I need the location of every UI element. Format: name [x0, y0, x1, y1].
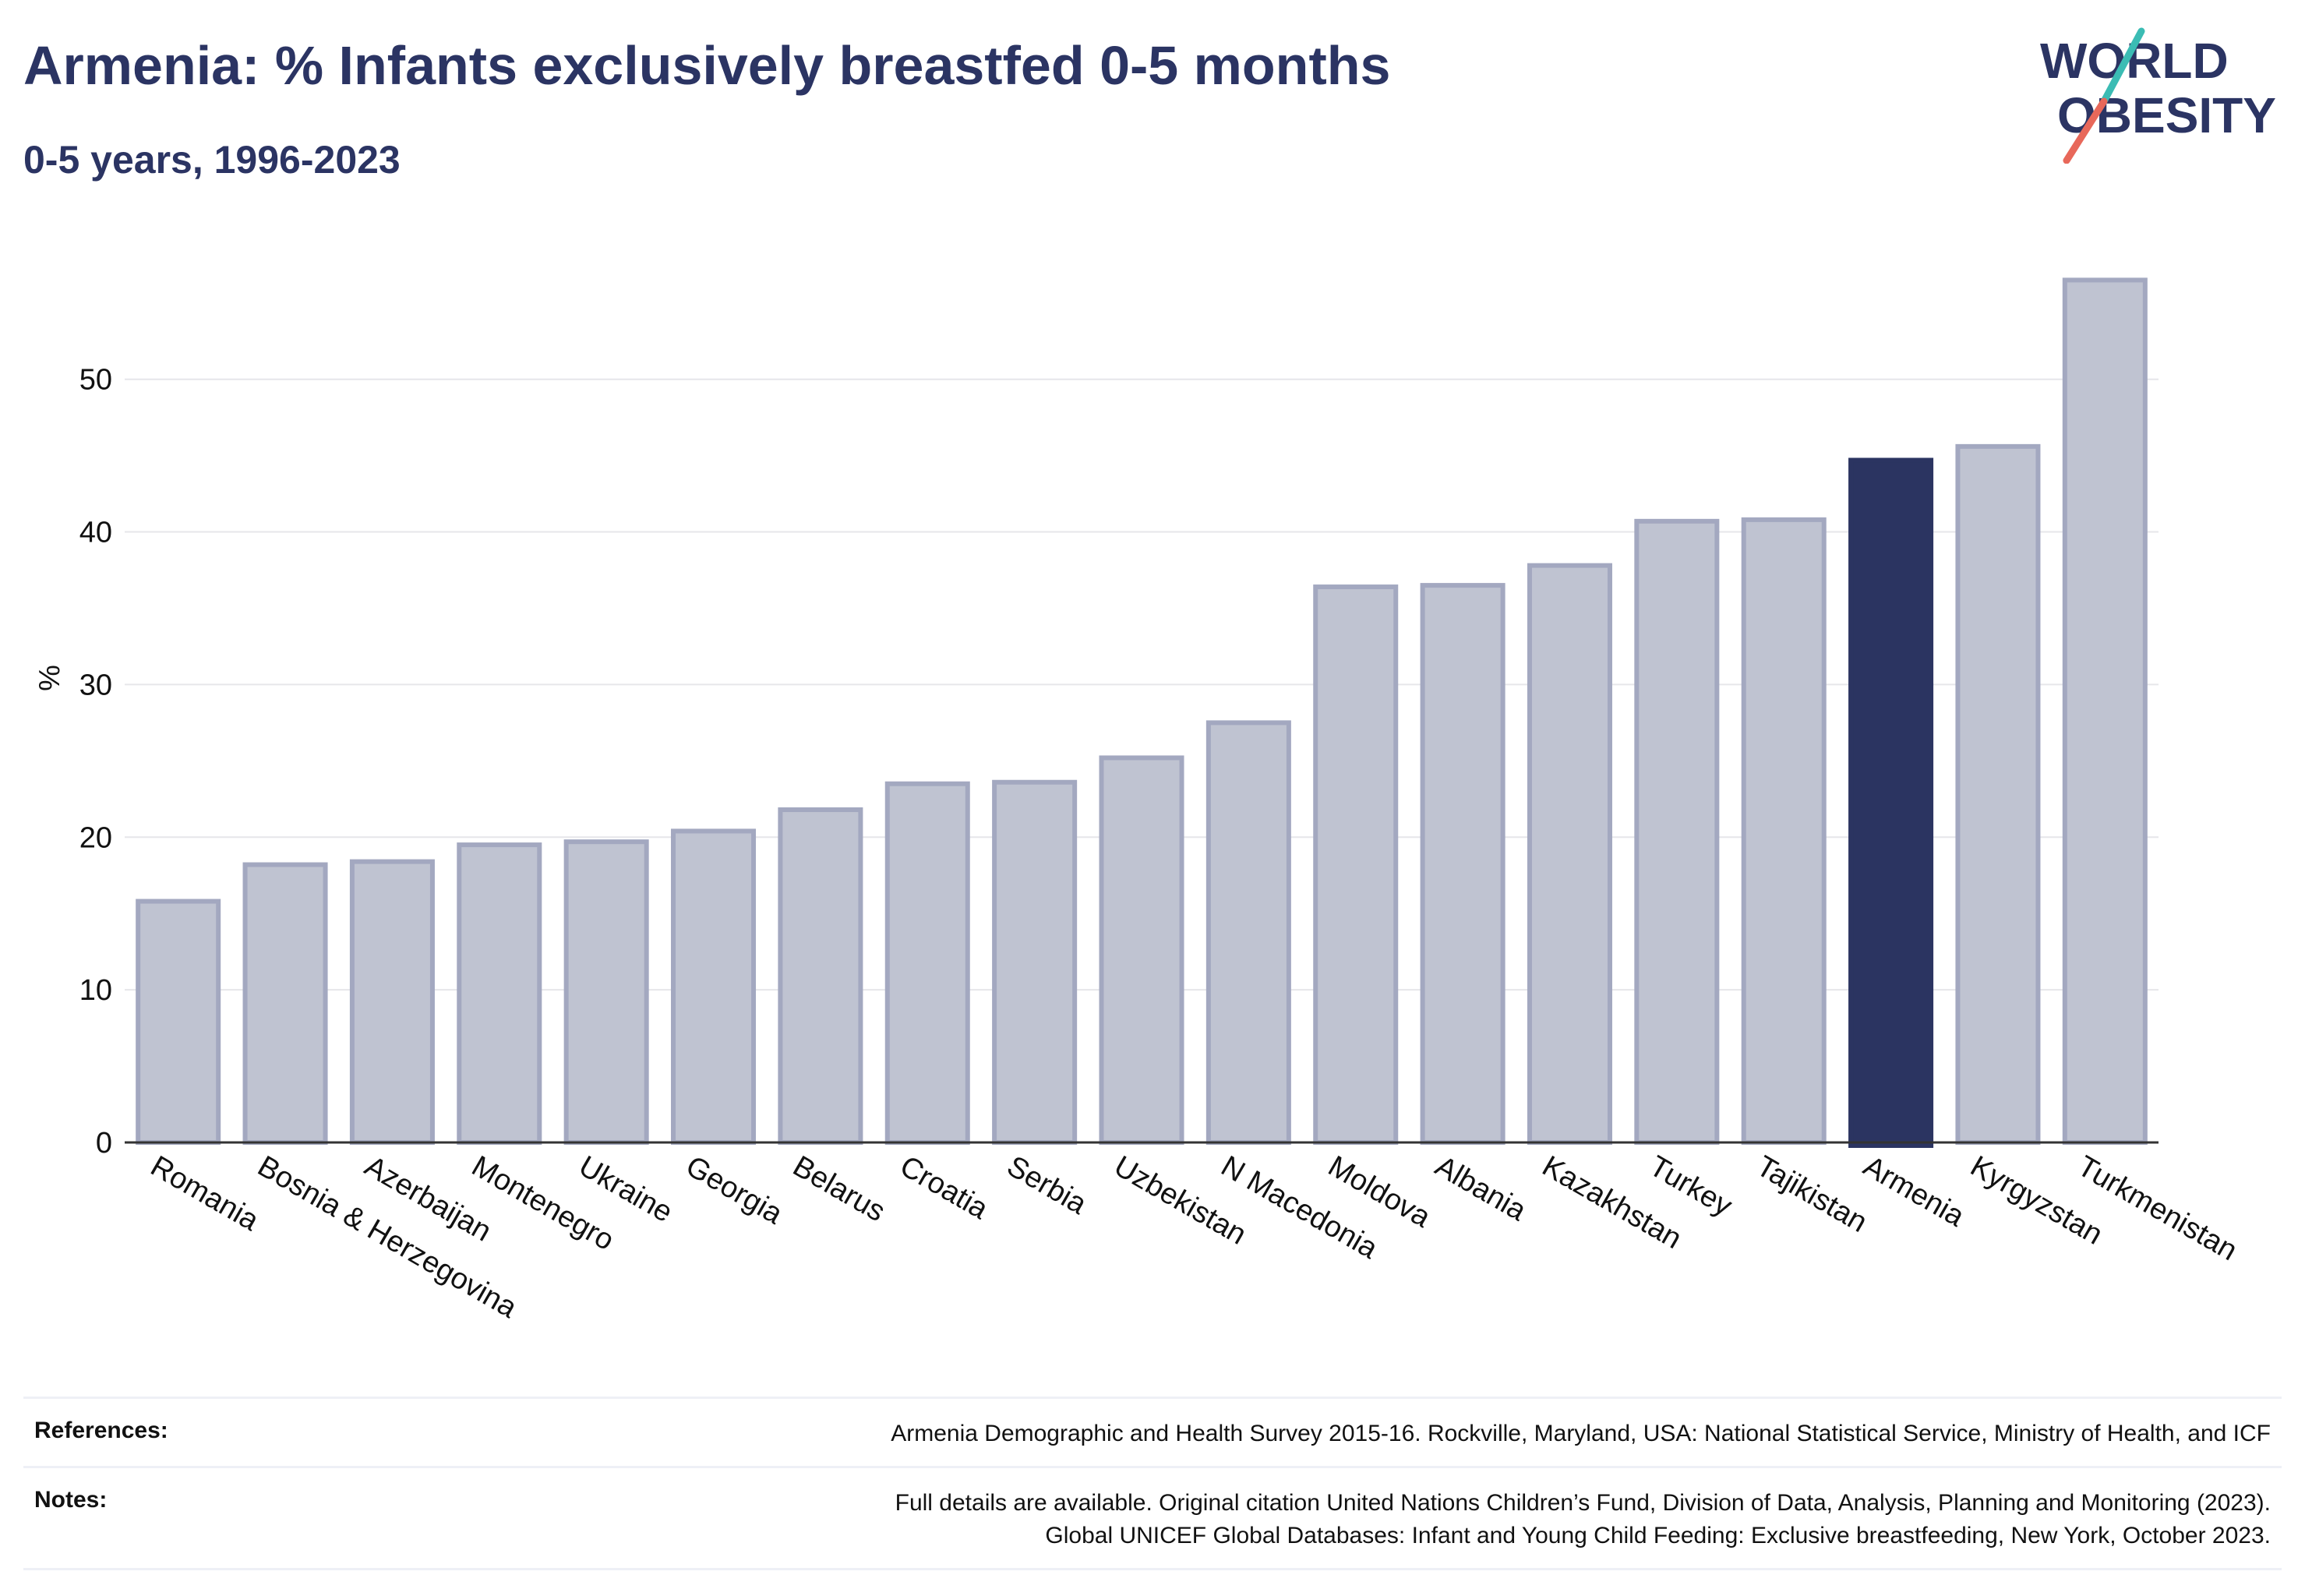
y-axis-label: % — [34, 665, 66, 691]
bar-kyrgyzstan — [1955, 443, 2041, 1145]
y-tick-label: 20 — [79, 821, 112, 854]
x-tick-label: Romania — [145, 1149, 264, 1238]
y-tick-label: 30 — [79, 669, 112, 701]
bar-montenegro — [457, 842, 542, 1145]
bar-belarus — [778, 807, 863, 1145]
bar-croatia — [884, 781, 970, 1145]
x-tick-label: Croatia — [895, 1149, 994, 1226]
references-label: References: — [34, 1418, 168, 1443]
bar-turkey — [1634, 518, 1720, 1145]
x-tick-label: Turkmenistan — [2072, 1149, 2243, 1267]
logo-slash-red — [2063, 97, 2108, 164]
chart-title: Armenia: % Infants exclusively breastfed… — [23, 35, 1391, 96]
x-tick-label: Armenia — [1858, 1149, 1970, 1234]
y-tick-label: 50 — [79, 364, 112, 397]
x-tick-label: Serbia — [1001, 1149, 1092, 1221]
world-obesity-logo: WORLD OBESITY — [2040, 27, 2276, 164]
bar-turkmenistan — [2062, 277, 2148, 1146]
y-tick-label: 10 — [79, 974, 112, 1007]
bar-bosnia-herzegovina — [242, 862, 328, 1145]
bar-armenia — [1848, 457, 1934, 1148]
chart-subtitle: 0-5 years, 1996-2023 — [23, 138, 401, 182]
y-tick-label: 40 — [79, 517, 112, 549]
x-tick-label: Belarus — [787, 1149, 891, 1228]
notes-line-2: Global UNICEF Global Databases: Infant a… — [1045, 1523, 2271, 1548]
bar-albania — [1420, 583, 1505, 1145]
bar-azerbaijan — [349, 859, 435, 1145]
bar-serbia — [992, 779, 1078, 1145]
bar-romania — [136, 899, 221, 1146]
references-text: Armenia Demographic and Health Survey 20… — [891, 1421, 2271, 1446]
notes-row: Notes: Full details are available. Origi… — [23, 1466, 2282, 1570]
notes-line-1: Full details are available. Original cit… — [895, 1490, 2271, 1516]
bar-uzbekistan — [1099, 755, 1184, 1146]
y-tick-label: 0 — [96, 1127, 112, 1160]
bars — [136, 277, 2148, 1148]
notes-label: Notes: — [34, 1487, 108, 1513]
bar-georgia — [671, 828, 757, 1146]
y-axis-ticks: 0 10 20 30 40 50 — [79, 364, 112, 1160]
bar-n-macedonia — [1205, 720, 1291, 1145]
x-tick-label: Georgia — [680, 1149, 789, 1231]
bar-moldova — [1313, 584, 1399, 1145]
bar-ukraine — [563, 839, 649, 1145]
x-tick-label: Albania — [1430, 1149, 1533, 1227]
logo-slash-teal — [2100, 27, 2145, 105]
footer: References: Armenia Demographic and Heal… — [23, 1396, 2282, 1570]
notes-text: Full details are available. Original cit… — [895, 1487, 2271, 1552]
bar-tajikistan — [1741, 517, 1827, 1145]
bar-kazakhstan — [1527, 563, 1612, 1145]
references-row: References: Armenia Demographic and Heal… — [23, 1396, 2282, 1466]
x-tick-label: Tajikistan — [1751, 1149, 1873, 1239]
